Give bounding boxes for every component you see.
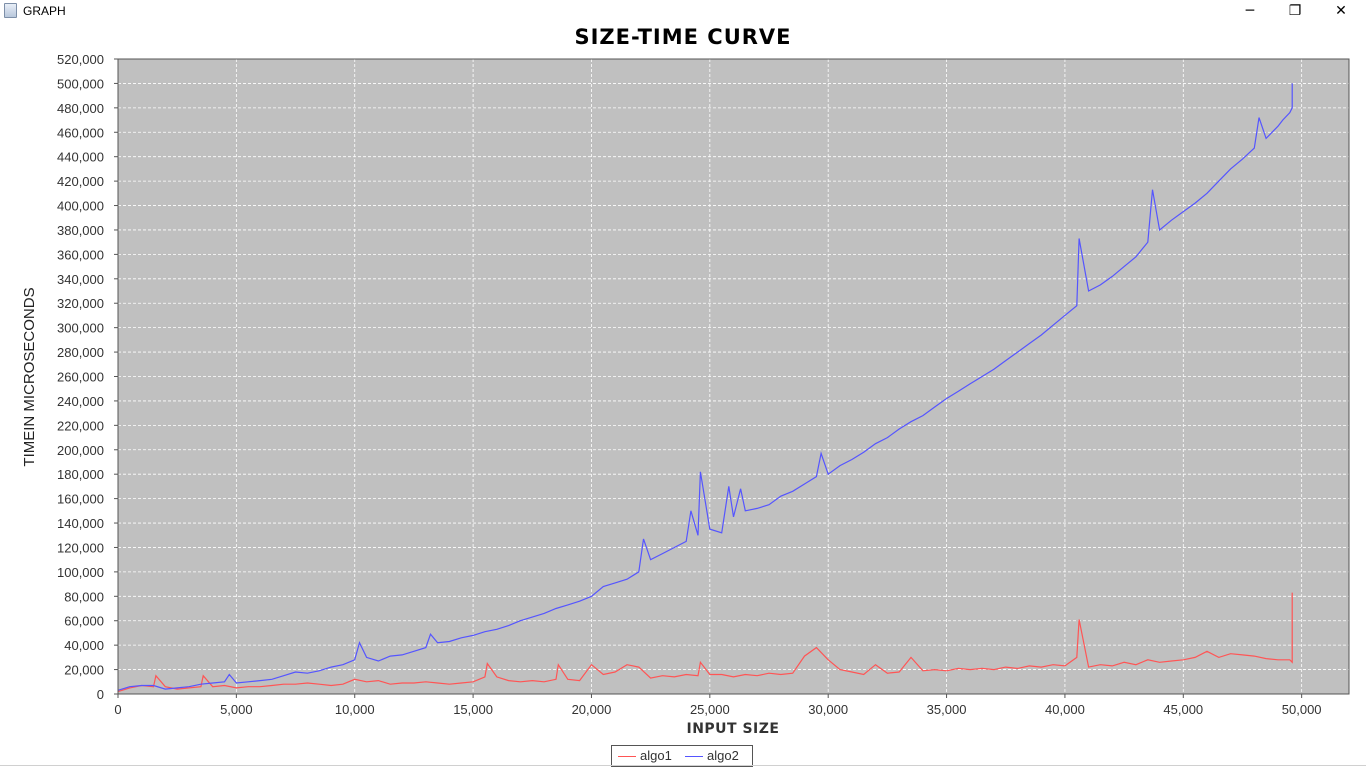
y-tick-label: 240,000 [57, 394, 104, 409]
legend-item-algo1: algo1 [618, 748, 672, 764]
y-tick-label: 300,000 [57, 321, 104, 336]
y-tick-label: 220,000 [57, 418, 104, 433]
close-button[interactable]: ✕ [1335, 3, 1347, 19]
y-tick-label: 180,000 [57, 467, 104, 482]
x-tick-label: 35,000 [927, 702, 967, 717]
y-tick-label: 420,000 [57, 174, 104, 189]
x-axis-label: INPUT SIZE [687, 721, 780, 737]
y-tick-label: 460,000 [57, 125, 104, 140]
y-tick-label: 360,000 [57, 247, 104, 262]
chart-title: SIZE-TIME CURVE [574, 25, 791, 49]
y-tick-label: 20,000 [64, 663, 104, 678]
maximize-button[interactable]: ❐ [1288, 3, 1302, 19]
legend-label-algo2: algo2 [707, 748, 739, 763]
series-line-algo2 [117, 83, 1293, 691]
minimize-button[interactable]: ─ [1245, 3, 1255, 19]
bottom-divider [0, 765, 1366, 766]
chart-legend: algo1 algo2 [611, 745, 753, 767]
x-tick-label: 25,000 [690, 702, 730, 717]
x-tick-label: 50,000 [1282, 702, 1322, 717]
y-tick-label: 140,000 [57, 516, 104, 531]
x-tick-label: 15,000 [453, 702, 493, 717]
plot-border [117, 58, 1350, 695]
legend-label-algo1: algo1 [640, 748, 672, 763]
x-tick-label: 5,000 [220, 702, 253, 717]
x-tick-label: 10,000 [335, 702, 375, 717]
y-tick-label: 80,000 [64, 589, 104, 604]
y-axis-label: TIMEIN MICROSECONDS [21, 287, 38, 466]
legend-swatch-algo1 [618, 756, 636, 758]
x-tick-label: 0 [114, 702, 121, 717]
y-tick-label: 60,000 [64, 614, 104, 629]
y-tick-label: 520,000 [57, 52, 104, 67]
y-tick-label: 440,000 [57, 150, 104, 165]
window-title: GRAPH [23, 4, 66, 18]
series-line-algo1 [117, 592, 1293, 693]
x-tick-label: 30,000 [808, 702, 848, 717]
y-tick-label: 120,000 [57, 540, 104, 555]
y-tick-label: 500,000 [57, 76, 104, 91]
y-tick-label: 160,000 [57, 492, 104, 507]
x-tick-label: 45,000 [1163, 702, 1203, 717]
y-tick-label: 100,000 [57, 565, 104, 580]
y-tick-label: 260,000 [57, 370, 104, 385]
legend-item-algo2: algo2 [685, 748, 739, 764]
y-tick-label: 0 [97, 687, 104, 702]
y-tick-label: 200,000 [57, 443, 104, 458]
y-tick-label: 400,000 [57, 199, 104, 214]
y-tick-label: 280,000 [57, 345, 104, 360]
x-tick-label: 20,000 [572, 702, 612, 717]
y-tick-label: 340,000 [57, 272, 104, 287]
window-titlebar: GRAPH ─ ❐ ✕ [0, 0, 1366, 22]
y-tick-label: 480,000 [57, 101, 104, 116]
java-app-icon [4, 3, 17, 18]
y-tick-label: 40,000 [64, 638, 104, 653]
y-tick-label: 320,000 [57, 296, 104, 311]
y-tick-label: 380,000 [57, 223, 104, 238]
legend-swatch-algo2 [685, 756, 703, 758]
x-tick-label: 40,000 [1045, 702, 1085, 717]
